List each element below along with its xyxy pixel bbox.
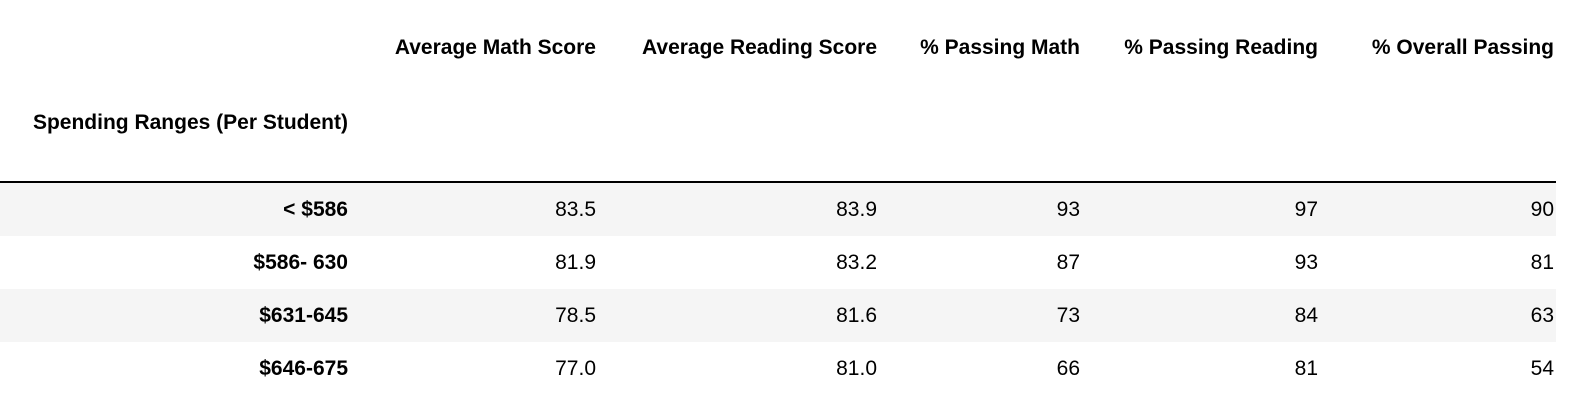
index-header-blank [598, 105, 879, 183]
row-label: $631-645 [259, 304, 348, 327]
table-cell: 73 [1056, 304, 1080, 327]
table-cell: 78.5 [555, 304, 596, 327]
table-cell: 83.9 [836, 198, 877, 221]
table-cell: 81 [1530, 251, 1554, 274]
column-header: Average Reading Score [642, 36, 877, 59]
table-cell: 81 [1294, 357, 1318, 380]
table-cell: 54 [1530, 357, 1554, 380]
table-cell: 93 [1294, 251, 1318, 274]
table-cell: 81.0 [836, 357, 877, 380]
table-cell: 66 [1056, 357, 1080, 380]
column-header: % Passing Reading [1124, 36, 1318, 59]
table-body: < $586 83.5 83.9 93 97 90 $586- 630 81.9… [0, 182, 1556, 395]
table-cell: 87 [1056, 251, 1080, 274]
table-cell: 97 [1294, 198, 1318, 221]
table-row: < $586 83.5 83.9 93 97 90 [0, 182, 1556, 236]
index-header-row: Spending Ranges (Per Student) [0, 105, 1556, 183]
table-row: $586- 630 81.9 83.2 87 93 81 [0, 236, 1556, 289]
row-label: $646-675 [259, 357, 348, 380]
index-header-blank [1320, 105, 1556, 183]
summary-table: Average Math Score Average Reading Score… [0, 0, 1556, 395]
column-header: % Overall Passing [1371, 36, 1554, 59]
table-cell: 81.9 [555, 251, 596, 274]
table-cell: 84 [1294, 304, 1318, 327]
index-header-blank [1082, 105, 1320, 183]
index-header-blank [350, 105, 598, 183]
row-label: $586- 630 [253, 251, 348, 274]
column-header-row: Average Math Score Average Reading Score… [0, 0, 1556, 105]
table-cell: 93 [1056, 198, 1080, 221]
row-label: < $586 [283, 198, 348, 221]
column-header: % Passing Math [920, 36, 1080, 59]
index-header-blank [879, 105, 1082, 183]
table-cell: 77.0 [555, 357, 596, 380]
table-cell: 90 [1530, 198, 1554, 221]
table-cell: 83.2 [836, 251, 877, 274]
table-cell: 83.5 [555, 198, 596, 221]
table-header: Average Math Score Average Reading Score… [0, 0, 1556, 183]
table-row: $631-645 78.5 81.6 73 84 63 [0, 289, 1556, 342]
table-cell: 81.6 [836, 304, 877, 327]
table-cell: 63 [1530, 304, 1554, 327]
column-header: Average Math Score [394, 36, 596, 59]
table-row: $646-675 77.0 81.0 66 81 54 [0, 342, 1556, 395]
index-name: Spending Ranges (Per Student) [0, 105, 350, 183]
header-blank-cell [0, 0, 350, 105]
